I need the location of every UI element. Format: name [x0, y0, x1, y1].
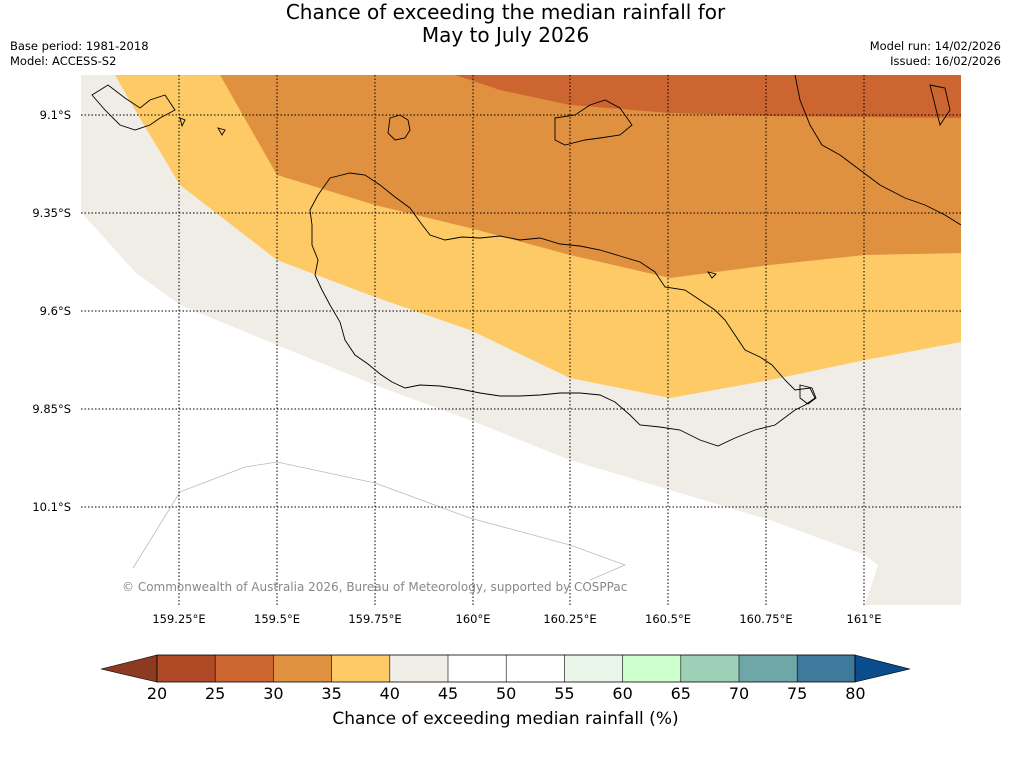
colorbar-tick: 45 — [437, 684, 459, 703]
colorbar-tick: 50 — [496, 684, 517, 703]
lat-label: 9.6°S — [39, 304, 71, 318]
colorbar-over-arrow — [854, 654, 911, 683]
colorbar-tick: 65 — [670, 684, 691, 703]
colorbar-segment-20-25 — [157, 655, 216, 682]
coastlines — [91, 74, 962, 447]
colorbar-segment-65-70 — [680, 655, 739, 682]
lon-label: 160.75°E — [739, 612, 793, 626]
small-island-1 — [217, 127, 226, 136]
lon-label: 160.5°E — [645, 612, 691, 626]
russell-islands — [91, 84, 176, 131]
marau-islands — [799, 384, 817, 405]
map-title-line2: May to July 2026 — [421, 23, 590, 47]
colorbar-segment-35-40 — [331, 655, 390, 682]
issued-date: Issued: 16/02/2026 — [890, 54, 1001, 68]
colorbar-tick: 55 — [554, 684, 575, 703]
lat-label: 9.85°S — [32, 402, 71, 416]
south-east-island — [706, 271, 717, 279]
meta-left: Base period: 1981-2018 Model: ACCESS-S2 — [10, 39, 149, 69]
region-25-30 — [455, 75, 961, 118]
savo-island — [387, 114, 411, 141]
colorbar-tick: 70 — [728, 684, 750, 703]
colorbar-segment-40-45 — [389, 655, 448, 682]
east-islands — [929, 84, 951, 127]
lat-label: 9.1°S — [39, 108, 71, 122]
lon-label: 159.75°E — [348, 612, 402, 626]
lon-label: 159.25°E — [152, 612, 206, 626]
colorbar-tick: 75 — [787, 684, 808, 703]
colorbar-segment-25-30 — [215, 655, 274, 682]
model-run: Model run: 14/02/2026 — [869, 39, 1001, 53]
map-title-line1: Chance of exceeding the median rainfall … — [285, 0, 726, 24]
lat-label: 10.1°S — [32, 500, 71, 514]
meta-right: Model run: 14/02/2026 Issued: 16/02/2026 — [870, 39, 1001, 69]
colorbar-segment-55-60 — [564, 655, 623, 682]
colorbar-tick: 20 — [146, 684, 168, 703]
lon-label: 159.5°E — [254, 612, 300, 626]
small-island-2 — [179, 117, 186, 128]
colorbar-tick: 40 — [379, 684, 400, 703]
colorbar-tick: 25 — [205, 684, 226, 703]
lon-label: 161°E — [846, 612, 882, 626]
colorbar-segment-75-80 — [797, 655, 856, 682]
lat-label: 9.35°S — [32, 206, 71, 220]
lon-label: 160°E — [455, 612, 491, 626]
model-name: Model: ACCESS-S2 — [10, 54, 117, 68]
colorbar-segment-70-75 — [739, 655, 798, 682]
region-30-35 — [220, 75, 961, 278]
guadalcanal-coast — [309, 172, 816, 447]
colorbar-segment-60-65 — [622, 655, 681, 682]
maritime-boundary — [132, 461, 627, 581]
florida-islands — [554, 99, 633, 146]
base-period: Base period: 1981-2018 — [10, 39, 149, 53]
lon-label: 160.25°E — [543, 612, 597, 626]
colorbar-title: Chance of exceeding median rainfall (%) — [332, 709, 679, 729]
colorbar — [100, 654, 911, 683]
colorbar-tick: 80 — [845, 684, 866, 703]
gridlines — [81, 75, 961, 605]
colorbar-under-arrow — [100, 654, 158, 683]
colorbar-segment-45-50 — [448, 655, 507, 682]
malaita-coast — [794, 74, 962, 226]
colorbar-segment-30-35 — [273, 655, 332, 682]
colorbar-segment-50-55 — [506, 655, 565, 682]
colorbar-tick: 30 — [263, 684, 284, 703]
colorbar-tick: 60 — [612, 684, 633, 703]
copyright-notice: © Commonwealth of Australia 2026, Bureau… — [122, 580, 628, 594]
colorbar-tick: 35 — [321, 684, 342, 703]
